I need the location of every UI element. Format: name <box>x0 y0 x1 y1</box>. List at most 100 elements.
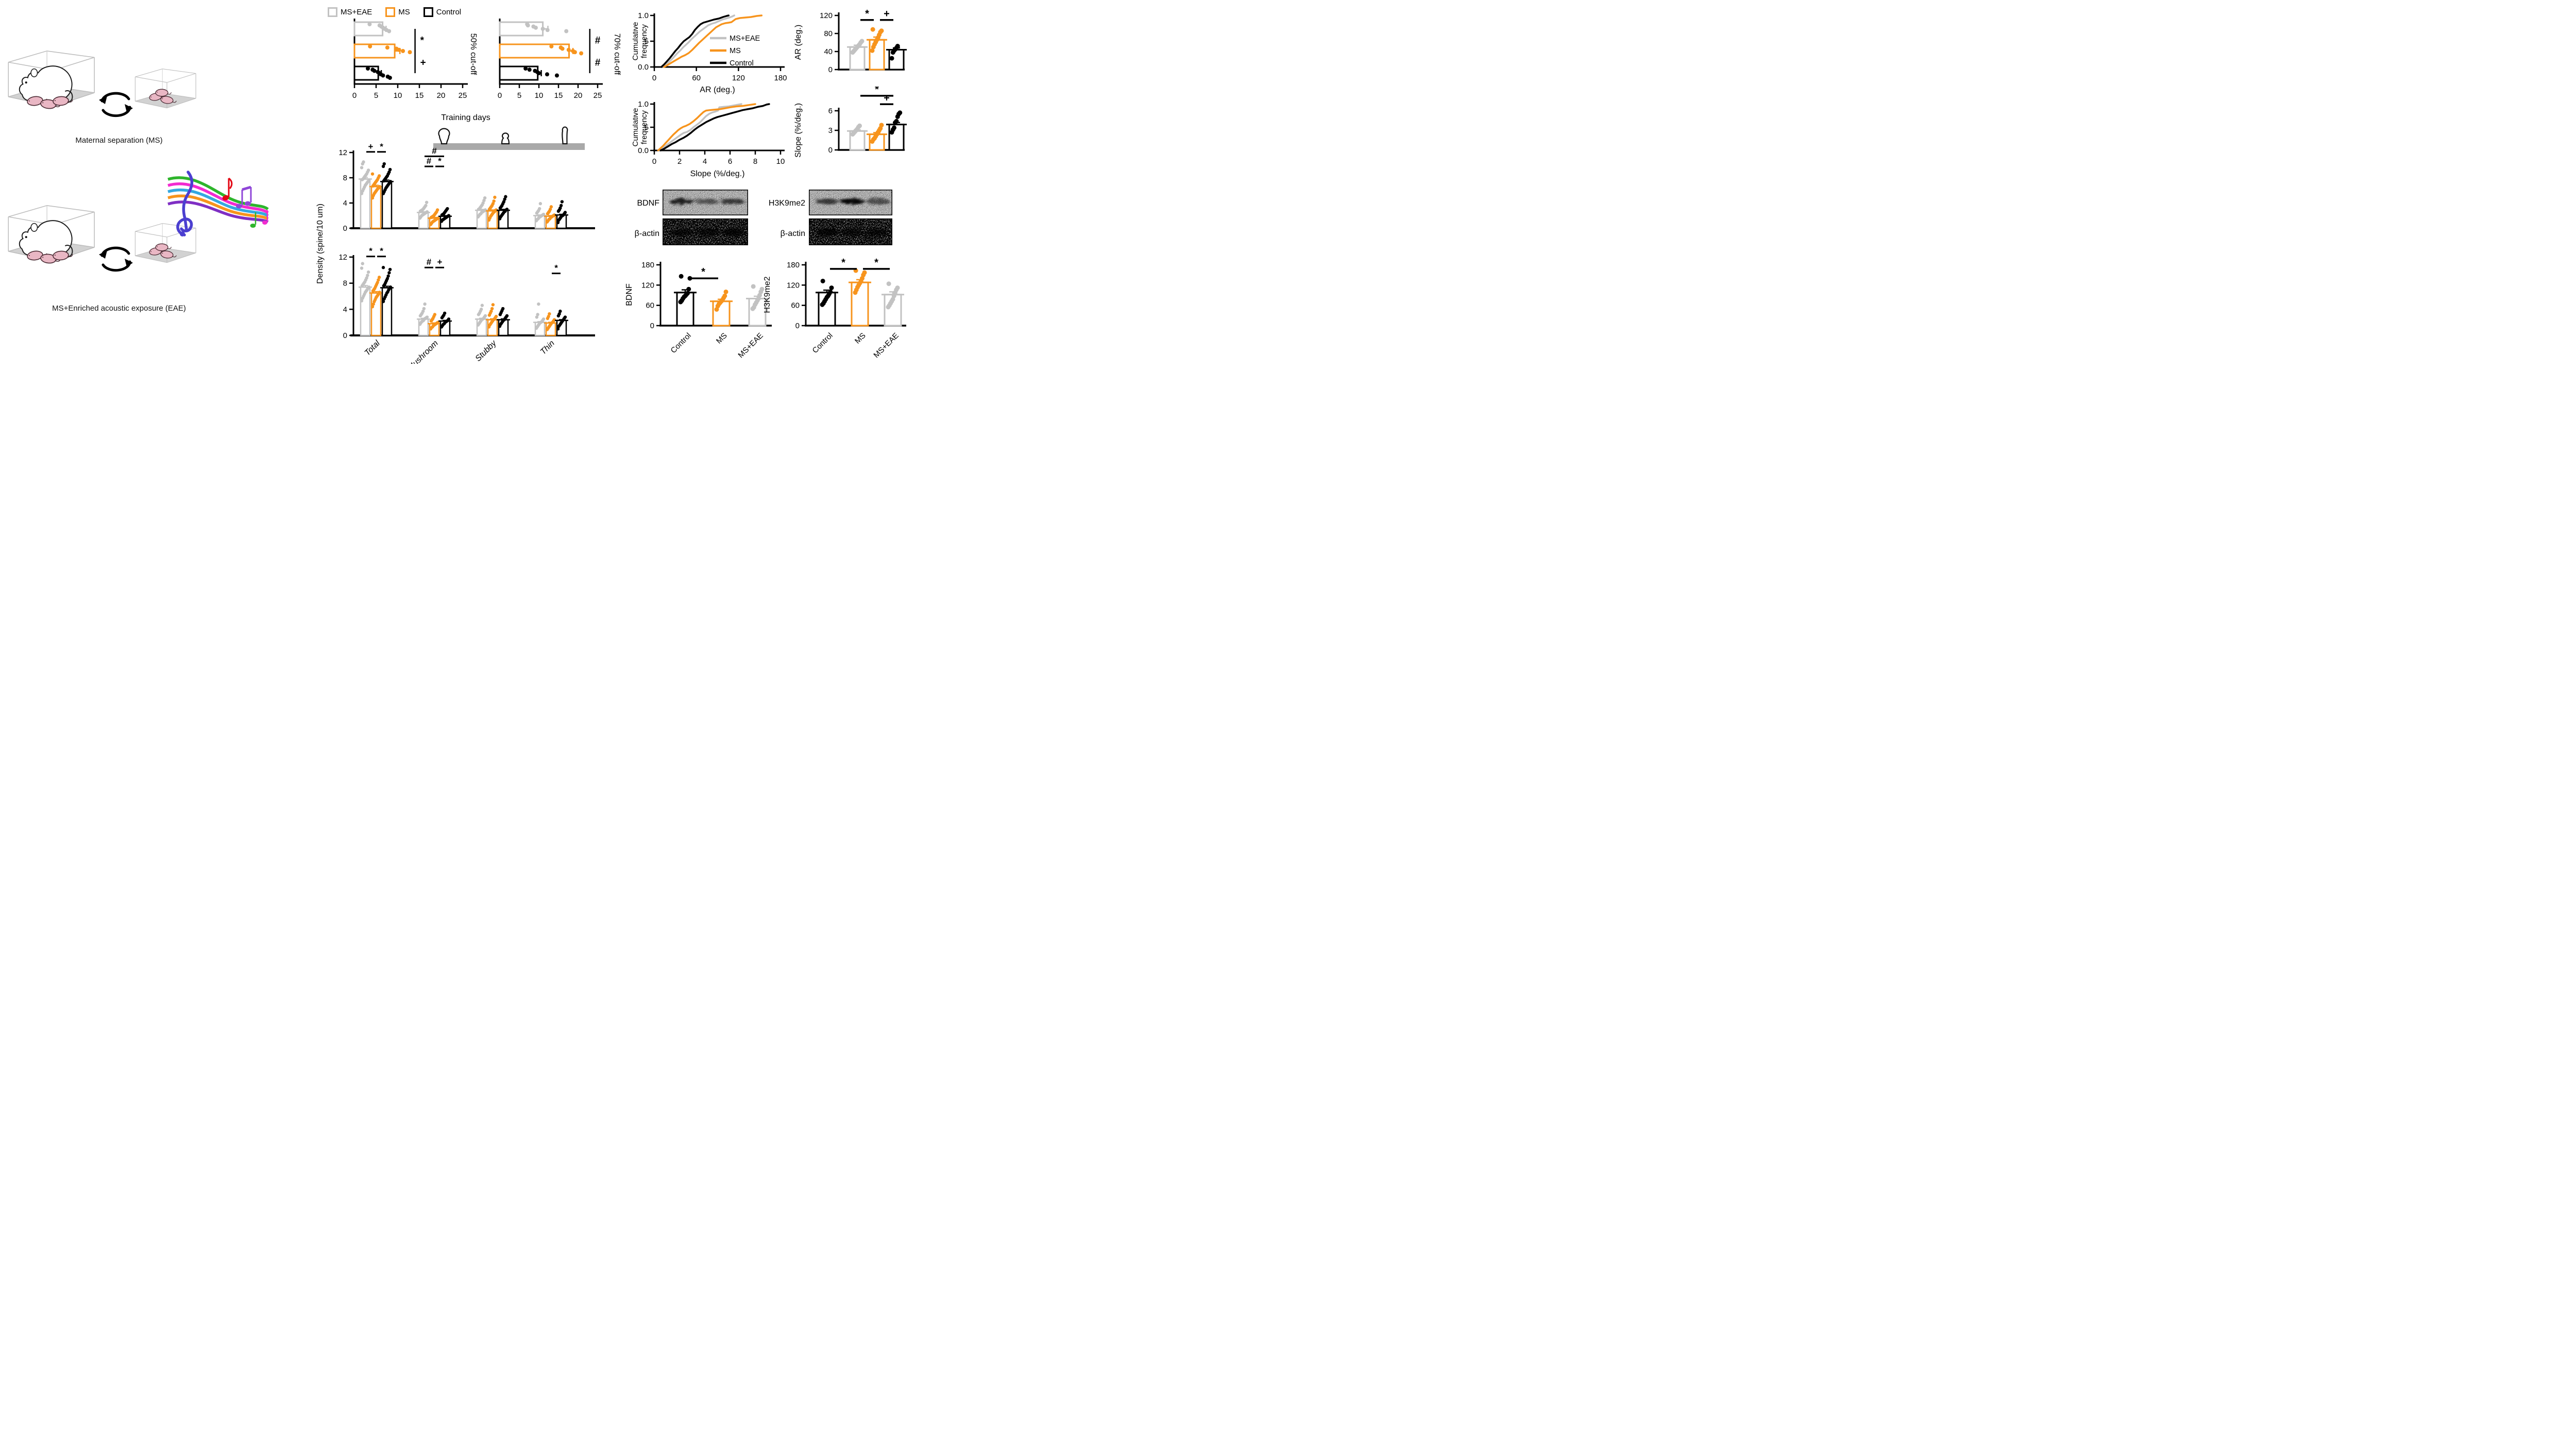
svg-text:*: * <box>841 257 845 268</box>
svg-text:*: * <box>875 87 879 95</box>
training-xaxis-label: Training days <box>334 113 598 123</box>
svg-text:Thin: Thin <box>539 339 556 357</box>
svg-text:1.0: 1.0 <box>638 11 649 20</box>
svg-text:Mushroom: Mushroom <box>406 339 439 364</box>
svg-text:70% cut-off: 70% cut-off <box>613 33 621 75</box>
svg-text:15: 15 <box>554 91 563 100</box>
svg-text:50% cut-off: 50% cut-off <box>469 33 478 75</box>
svg-text:#: # <box>427 156 432 166</box>
svg-text:Slope (%/deg.): Slope (%/deg.) <box>794 103 803 158</box>
swap-arrows-icon <box>99 248 133 270</box>
bactin-blot-label: β-actin <box>781 229 805 238</box>
svg-text:.5: .5 <box>642 37 649 46</box>
svg-text:*: * <box>420 36 425 46</box>
svg-text:6: 6 <box>728 157 732 166</box>
bactin-bands <box>815 229 890 236</box>
svg-text:4: 4 <box>343 199 347 208</box>
svg-text:AR (deg.): AR (deg.) <box>700 86 735 94</box>
ms-caption: Maternal separation (MS) <box>75 136 163 145</box>
svg-text:Stubby: Stubby <box>474 339 499 363</box>
bdnf-bands <box>669 198 745 205</box>
svg-text:Slope (%/deg.): Slope (%/deg.) <box>690 170 745 178</box>
chart-ar-bar: 0 40 80 120 * + AR (deg.) <box>794 8 907 74</box>
dendrite-spine-diagram <box>433 126 585 150</box>
legend-label: MS+EAE <box>341 8 372 16</box>
blot-bdnf-panel: BDNF β-actin <box>635 189 749 246</box>
svg-text:0: 0 <box>343 331 347 340</box>
svg-text:BDNF: BDNF <box>625 283 634 306</box>
svg-text:Control: Control <box>669 331 693 355</box>
svg-text:0: 0 <box>650 322 654 330</box>
svg-text:*: * <box>865 8 869 20</box>
dendrite-shaft-icon <box>433 143 585 150</box>
svg-text:4: 4 <box>343 305 347 314</box>
chart-slope-bar: 0 3 6 * + Slope (%/deg.) <box>794 87 907 158</box>
svg-text:MS+EAE: MS+EAE <box>872 331 900 360</box>
svg-text:+: + <box>884 92 890 104</box>
svg-text:0: 0 <box>498 91 502 100</box>
svg-text:20: 20 <box>574 91 583 100</box>
svg-text:+: + <box>437 257 443 267</box>
h3k9me2-blot-label: H3K9me2 <box>769 199 805 208</box>
svg-text:12: 12 <box>338 253 347 262</box>
swap-arrows-icon <box>99 93 133 115</box>
svg-text:MS: MS <box>853 331 868 346</box>
legend-item: Control <box>423 7 461 17</box>
legend-label: MS <box>398 8 410 16</box>
svg-text:Density (spine/10 um): Density (spine/10 um) <box>316 204 325 284</box>
ms-diagram-illustration <box>8 50 196 134</box>
chart-legend: MS+EAE MS Control <box>328 7 461 17</box>
legend-swatch <box>385 7 396 17</box>
svg-text:*: * <box>438 156 442 166</box>
svg-text:1.0: 1.0 <box>638 100 649 109</box>
svg-text:0: 0 <box>828 146 833 155</box>
eae-caption: MS+Enriched acoustic exposure (EAE) <box>52 304 186 313</box>
chart-h3k9me2-bar: 0 60 120 180 Control MS MS+EAE * * H3K9me2 <box>763 257 906 360</box>
bdnf-blot-label: BDNF <box>637 199 659 208</box>
bactin-blot-label: β-actin <box>635 229 659 238</box>
svg-text:8: 8 <box>343 279 347 288</box>
svg-text:0.0: 0.0 <box>638 63 649 72</box>
svg-text:#: # <box>595 58 601 69</box>
svg-text:120: 120 <box>732 74 745 82</box>
svg-text:0: 0 <box>795 322 800 330</box>
svg-text:*: * <box>369 246 372 256</box>
svg-text:*: * <box>874 257 878 268</box>
svg-text:0: 0 <box>343 224 347 233</box>
svg-text:*: * <box>701 266 705 278</box>
svg-text:MS+EAE: MS+EAE <box>736 331 765 360</box>
legend-swatch <box>328 7 337 17</box>
svg-text:120: 120 <box>787 281 800 290</box>
blot-h3k9me2-panel: H3K9me2 β-actin <box>769 189 893 246</box>
svg-text:10: 10 <box>535 91 544 100</box>
svg-text:12: 12 <box>338 148 347 157</box>
svg-text:60: 60 <box>791 301 800 310</box>
svg-text:frequency: frequency <box>640 24 649 58</box>
svg-text:120: 120 <box>641 281 654 290</box>
music-notes-icon <box>167 171 269 236</box>
mushroom-spine-icon <box>438 128 450 145</box>
svg-text:*: * <box>380 246 383 256</box>
svg-text:5: 5 <box>374 91 378 100</box>
legend-item: MS+EAE <box>328 7 372 17</box>
svg-text:.5: .5 <box>642 123 649 132</box>
svg-text:MS: MS <box>730 47 741 55</box>
svg-text:+: + <box>368 142 374 151</box>
svg-text:MS: MS <box>715 331 729 346</box>
svg-text:40: 40 <box>824 47 833 56</box>
svg-text:6: 6 <box>828 107 833 115</box>
chart-bdnf-bar: 0 60 120 180 Control MS MS+EAE * BDNF <box>625 261 772 360</box>
svg-text:Total: Total <box>363 339 382 357</box>
svg-text:60: 60 <box>646 301 654 310</box>
svg-text:120: 120 <box>820 11 833 20</box>
svg-text:3: 3 <box>828 126 833 135</box>
svg-text:Cumulative: Cumulative <box>633 22 640 60</box>
figure-page: Maternal separation (MS) MS+Enriched aco… <box>0 0 907 364</box>
svg-text:8: 8 <box>343 174 347 182</box>
svg-text:80: 80 <box>824 29 833 38</box>
svg-text:25: 25 <box>459 91 467 100</box>
svg-text:+: + <box>884 8 890 20</box>
legend-item: MS <box>385 7 410 17</box>
svg-text:25: 25 <box>594 91 602 100</box>
